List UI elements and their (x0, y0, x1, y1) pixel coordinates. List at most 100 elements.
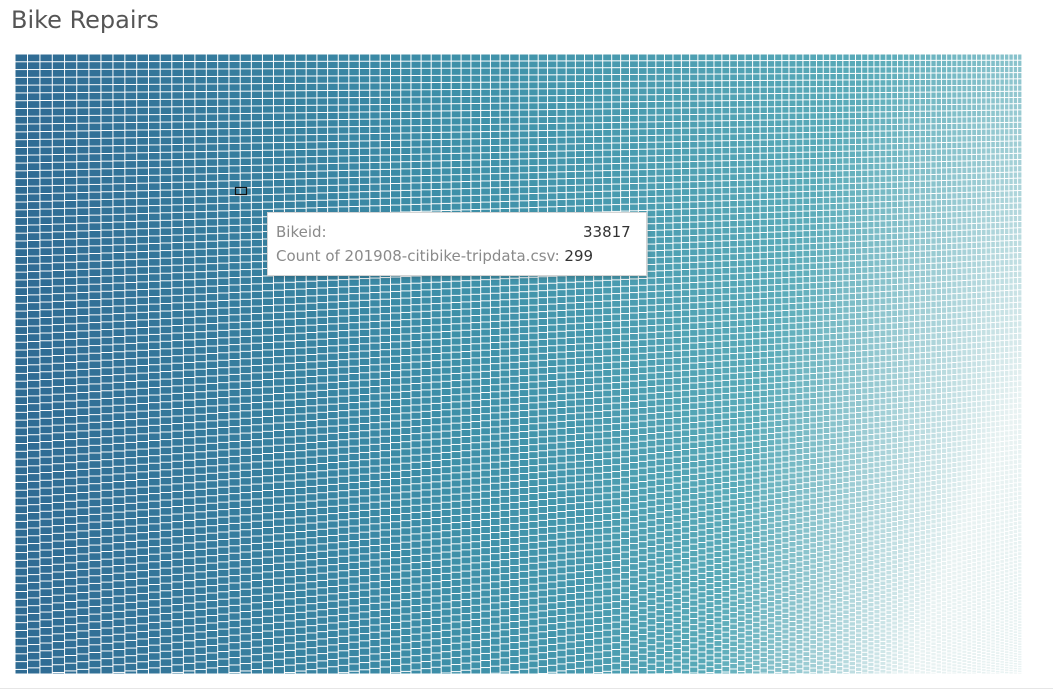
treemap-cell[interactable] (328, 368, 338, 375)
treemap-cell[interactable] (306, 618, 317, 626)
treemap-cell[interactable] (461, 465, 471, 472)
treemap-cell[interactable] (251, 440, 262, 447)
treemap-cell[interactable] (195, 197, 206, 204)
treemap-cell[interactable] (529, 403, 538, 410)
treemap-cell[interactable] (28, 629, 40, 637)
treemap-cell[interactable] (338, 476, 349, 483)
treemap-cell[interactable] (359, 141, 370, 148)
treemap-cell[interactable] (113, 291, 125, 298)
treemap-cell[interactable] (295, 642, 306, 649)
treemap-cell[interactable] (306, 494, 317, 501)
treemap-cell[interactable] (295, 414, 306, 421)
treemap-cell[interactable] (52, 564, 65, 572)
treemap-cell[interactable] (500, 672, 510, 674)
treemap-cell[interactable] (137, 449, 148, 457)
treemap-cell[interactable] (411, 376, 421, 383)
treemap-cell[interactable] (262, 587, 273, 594)
treemap-cell[interactable] (65, 594, 77, 602)
treemap-cell[interactable] (390, 83, 401, 90)
treemap-cell[interactable] (195, 639, 206, 647)
treemap-cell[interactable] (306, 98, 317, 105)
treemap-cell[interactable] (431, 539, 441, 546)
treemap-cell[interactable] (218, 607, 229, 614)
treemap-cell[interactable] (195, 542, 206, 549)
treemap-cell[interactable] (284, 474, 295, 481)
treemap-cell[interactable] (317, 427, 328, 434)
treemap-cell[interactable] (160, 598, 172, 606)
treemap-cell[interactable] (548, 346, 557, 353)
treemap-cell[interactable] (306, 662, 317, 670)
treemap-cell[interactable] (548, 110, 557, 117)
treemap-cell[interactable] (349, 156, 359, 163)
treemap-cell[interactable] (15, 350, 28, 358)
treemap-cell[interactable] (575, 316, 585, 323)
treemap-cell[interactable] (594, 645, 603, 652)
treemap-cell[interactable] (125, 648, 137, 656)
treemap-cell[interactable] (65, 77, 77, 85)
treemap-cell[interactable] (101, 353, 113, 360)
treemap-cell[interactable] (77, 131, 89, 139)
treemap-cell[interactable] (125, 282, 137, 290)
treemap-cell[interactable] (148, 289, 160, 297)
treemap-cell[interactable] (101, 268, 113, 276)
treemap-cell[interactable] (585, 88, 594, 95)
treemap-cell[interactable] (538, 493, 548, 500)
treemap-cell[interactable] (538, 555, 548, 562)
treemap-cell[interactable] (328, 193, 338, 200)
treemap-cell[interactable] (229, 300, 240, 307)
treemap-cell[interactable] (461, 557, 471, 564)
treemap-cell[interactable] (172, 401, 183, 408)
treemap-cell[interactable] (411, 405, 421, 412)
treemap-cell[interactable] (160, 561, 172, 568)
treemap-cell[interactable] (172, 431, 183, 439)
treemap-cell[interactable] (77, 608, 89, 616)
treemap-cell[interactable] (451, 622, 461, 629)
treemap-cell[interactable] (218, 196, 229, 203)
treemap-cell[interactable] (317, 442, 328, 449)
treemap-cell[interactable] (594, 123, 603, 130)
treemap-cell[interactable] (65, 154, 77, 162)
treemap-cell[interactable] (421, 511, 431, 519)
treemap-cell[interactable] (183, 581, 195, 588)
treemap-cell[interactable] (89, 507, 101, 514)
treemap-cell[interactable] (328, 601, 338, 608)
treemap-cell[interactable] (273, 585, 284, 593)
treemap-cell[interactable] (137, 350, 148, 358)
treemap-cell[interactable] (557, 435, 566, 442)
treemap-cell[interactable] (240, 336, 251, 344)
treemap-cell[interactable] (603, 514, 612, 520)
treemap-cell[interactable] (15, 373, 28, 381)
treemap-cell[interactable] (206, 106, 218, 114)
treemap-cell[interactable] (510, 187, 519, 194)
treemap-cell[interactable] (431, 83, 441, 90)
treemap-cell[interactable] (306, 406, 317, 413)
treemap-cell[interactable] (557, 622, 566, 629)
treemap-cell[interactable] (273, 408, 284, 416)
treemap-cell[interactable] (500, 595, 510, 602)
treemap-cell[interactable] (40, 93, 52, 100)
treemap-cell[interactable] (15, 140, 28, 147)
treemap-cell[interactable] (273, 275, 284, 283)
treemap-cell[interactable] (338, 614, 349, 622)
treemap-cell[interactable] (529, 173, 538, 180)
treemap-cell[interactable] (338, 69, 349, 76)
treemap-cell[interactable] (585, 343, 594, 350)
treemap-cell[interactable] (295, 458, 306, 465)
treemap-cell[interactable] (172, 627, 183, 635)
treemap-cell[interactable] (172, 499, 183, 506)
treemap-cell[interactable] (359, 597, 370, 605)
treemap-cell[interactable] (284, 187, 295, 194)
treemap-cell[interactable] (295, 429, 306, 436)
treemap-cell[interactable] (471, 634, 481, 641)
treemap-cell[interactable] (529, 326, 538, 333)
treemap-cell[interactable] (421, 183, 431, 190)
treemap-cell[interactable] (251, 425, 262, 432)
treemap-cell[interactable] (500, 489, 510, 496)
treemap-cell[interactable] (262, 135, 273, 143)
treemap-cell[interactable] (101, 406, 113, 414)
treemap-cell[interactable] (451, 139, 461, 146)
treemap-cell[interactable] (101, 513, 113, 521)
treemap-cell[interactable] (160, 402, 172, 409)
treemap-cell[interactable] (510, 629, 519, 636)
treemap-cell[interactable] (481, 527, 490, 534)
